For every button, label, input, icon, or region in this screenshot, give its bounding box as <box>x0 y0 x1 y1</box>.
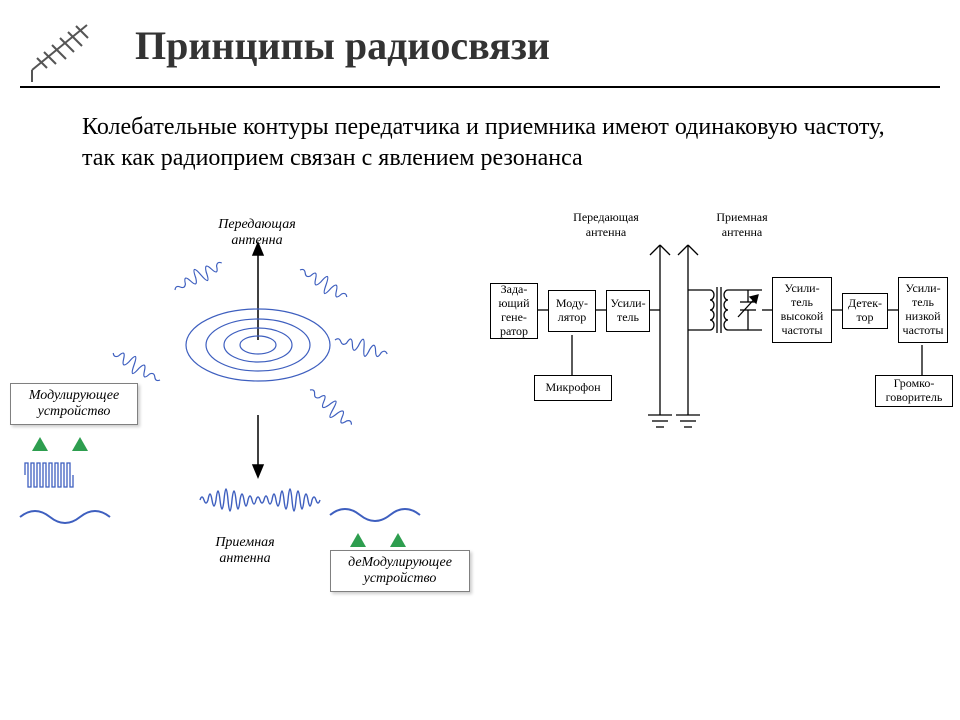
slide-header: Принципы радиосвязи <box>135 22 550 69</box>
antenna-icon <box>12 10 102 85</box>
slide-title: Принципы радиосвязи <box>135 22 550 69</box>
right-diagram-svg <box>500 215 950 515</box>
diagram-area: Передающая антенна Модулирующее устройст… <box>0 215 960 720</box>
block-hf-amp: Усили- тель высокой частоты <box>772 277 832 343</box>
block-amplifier: Усили- тель <box>606 290 650 332</box>
block-speaker: Громко- говоритель <box>875 375 953 407</box>
block-detector: Детек- тор <box>842 293 888 329</box>
block-lf-amp: Усили- тель низкой частоты <box>898 277 948 343</box>
block-oscillator: Зада- ющий гене- ратор <box>490 283 538 339</box>
block-microphone: Микрофон <box>534 375 612 401</box>
header-underline <box>20 86 940 88</box>
tx-antenna-label: Передающая антенна <box>192 217 322 249</box>
right-diagram: Передающая антенна Приемная антенна <box>500 215 950 515</box>
left-diagram-svg <box>0 215 520 685</box>
body-paragraph: Колебательные контуры передатчика и прие… <box>82 112 920 174</box>
rx-antenna-label: Приемная антенна <box>190 535 300 567</box>
modulator-box-label: Модулирующее устройство <box>10 383 138 425</box>
block-modulator: Моду- лятор <box>548 290 596 332</box>
demodulator-box-label: деМодулирующее устройство <box>330 550 470 592</box>
